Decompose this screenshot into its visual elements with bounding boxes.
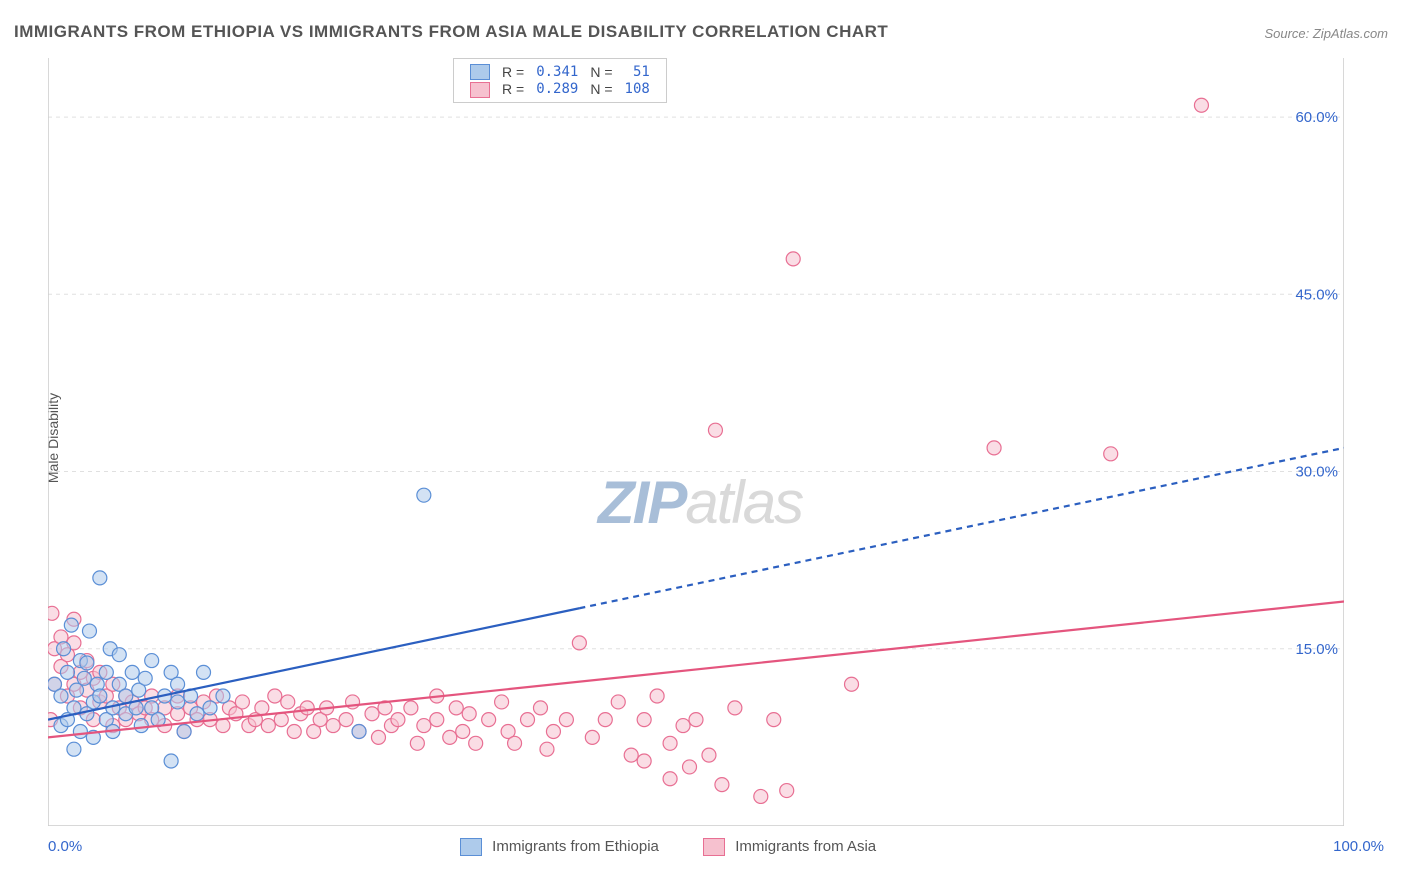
legend-item: Immigrants from Ethiopia (460, 838, 659, 856)
legend-item: Immigrants from Asia (703, 838, 876, 856)
legend-r-value: 0.341 (530, 63, 584, 80)
legend-swatch-icon (470, 82, 490, 98)
legend-row: R = 0.289 N = 108 (464, 80, 656, 97)
legend-label: Immigrants from Ethiopia (492, 838, 659, 855)
svg-text:30.0%: 30.0% (1295, 464, 1338, 481)
svg-text:60.0%: 60.0% (1295, 109, 1338, 126)
legend-swatch-icon (470, 64, 490, 80)
chart-container: IMMIGRANTS FROM ETHIOPIA VS IMMIGRANTS F… (0, 0, 1406, 892)
legend-r-value: 0.289 (530, 80, 584, 97)
legend-r-label: R = (496, 80, 530, 97)
legend-r-label: R = (496, 63, 530, 80)
svg-text:45.0%: 45.0% (1295, 286, 1338, 303)
chart-plot-area: 15.0%30.0%45.0%60.0% ZIPatlas (48, 58, 1344, 826)
chart-title: IMMIGRANTS FROM ETHIOPIA VS IMMIGRANTS F… (14, 22, 888, 42)
legend-n-label: N = (584, 80, 618, 97)
x-axis-min-label: 0.0% (48, 838, 82, 855)
chart-svg: 15.0% 30.0% 45.0% 60.0% (48, 58, 1344, 826)
legend-row: R = 0.341 N = 51 (464, 63, 656, 80)
x-axis-max-label: 100.0% (1333, 838, 1384, 855)
legend-n-value: 108 (619, 80, 656, 97)
legend-n-value: 51 (619, 63, 656, 80)
legend-n-label: N = (584, 63, 618, 80)
legend-swatch-icon (460, 838, 482, 856)
legend-series: Immigrants from Ethiopia Immigrants from… (460, 838, 916, 856)
legend-label: Immigrants from Asia (735, 838, 876, 855)
legend-correlation-box: R = 0.341 N = 51 R = 0.289 N = 108 (453, 58, 667, 103)
source-label: Source: ZipAtlas.com (1264, 26, 1388, 41)
svg-text:15.0%: 15.0% (1295, 641, 1338, 658)
legend-swatch-icon (703, 838, 725, 856)
